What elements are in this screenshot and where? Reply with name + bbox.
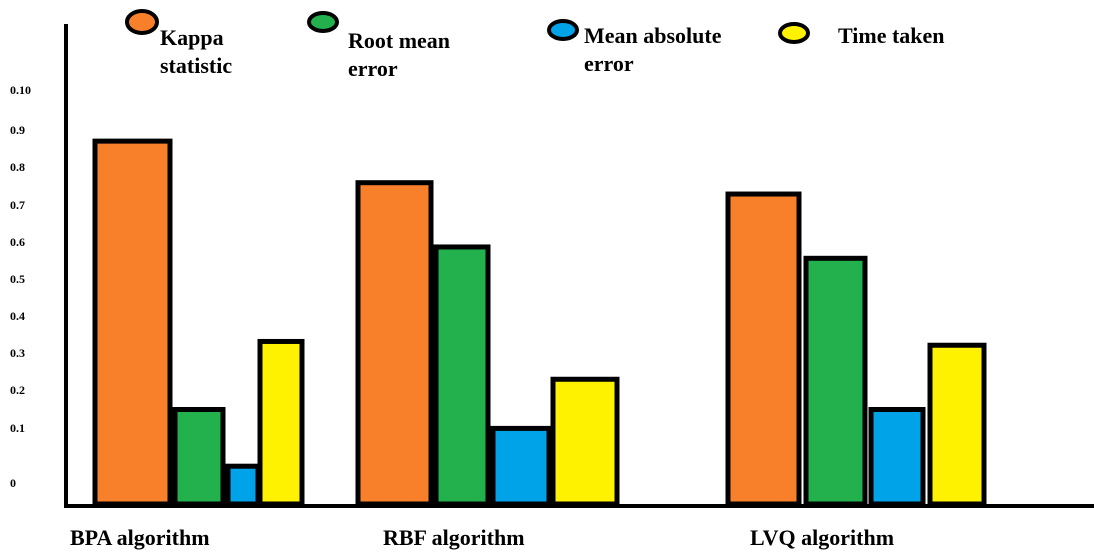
y-tick-label: 0.1 [10, 421, 25, 435]
bar-mean-absolute-error-2 [490, 425, 552, 507]
bar-time-taken-2 [550, 376, 620, 507]
y-tick-label: 0.7 [10, 198, 25, 212]
y-tick-label: 0.6 [10, 235, 25, 249]
bar-root-mean-error-3 [803, 255, 868, 507]
y-tick-label: 0.5 [10, 272, 25, 286]
y-tick-label: 0.9 [10, 123, 25, 137]
y-tick-label: 0.8 [10, 160, 25, 174]
bar-kappa-statistic-2 [355, 180, 434, 507]
legend-label: error [584, 51, 634, 76]
y-tick-label: 0 [10, 476, 16, 490]
x-category-label: RBF algorithm [383, 525, 525, 550]
x-category-label: LVQ algorithm [750, 525, 894, 550]
legend-label: Root mean [348, 28, 450, 53]
y-tick-label: 0.10 [10, 83, 31, 97]
bar-mean-absolute-error-3 [868, 407, 926, 507]
legend-marker [307, 11, 339, 33]
y-axis-ticks: 0 0.1 0.2 0.3 0.4 0.5 0.6 0.7 0.8 0.9 0.10 [10, 83, 31, 490]
bars [92, 138, 987, 507]
bar-time-taken-3 [927, 342, 987, 507]
y-tick-label: 0.2 [10, 383, 25, 397]
x-category-label: BPA algorithm [70, 525, 210, 550]
bar-root-mean-error-2 [433, 244, 491, 507]
x-axis-category-labels: BPA algorithm RBF algorithm LVQ algorithm [70, 525, 894, 550]
bar-kappa-statistic-3 [725, 191, 802, 507]
legend-marker [778, 22, 810, 44]
legend-label: statistic [160, 53, 232, 78]
bar-mean-absolute-error-1 [225, 463, 261, 507]
legend-label: Mean absolute [584, 23, 722, 48]
legend-marker [125, 9, 159, 35]
legend-label: Time taken [838, 23, 945, 48]
bar-root-mean-error-1 [172, 407, 226, 507]
y-tick-label: 0.4 [10, 309, 25, 323]
legend-label: error [348, 56, 398, 81]
axes [64, 24, 1094, 508]
legend-label: Kappa [160, 25, 224, 50]
legend-marker [547, 19, 579, 41]
y-tick-label: 0.3 [10, 346, 25, 360]
legend: Kappa statistic Root mean error Mean absolut… [125, 9, 945, 81]
bar-time-taken-1 [257, 338, 305, 507]
bar-kappa-statistic-1 [92, 138, 173, 507]
